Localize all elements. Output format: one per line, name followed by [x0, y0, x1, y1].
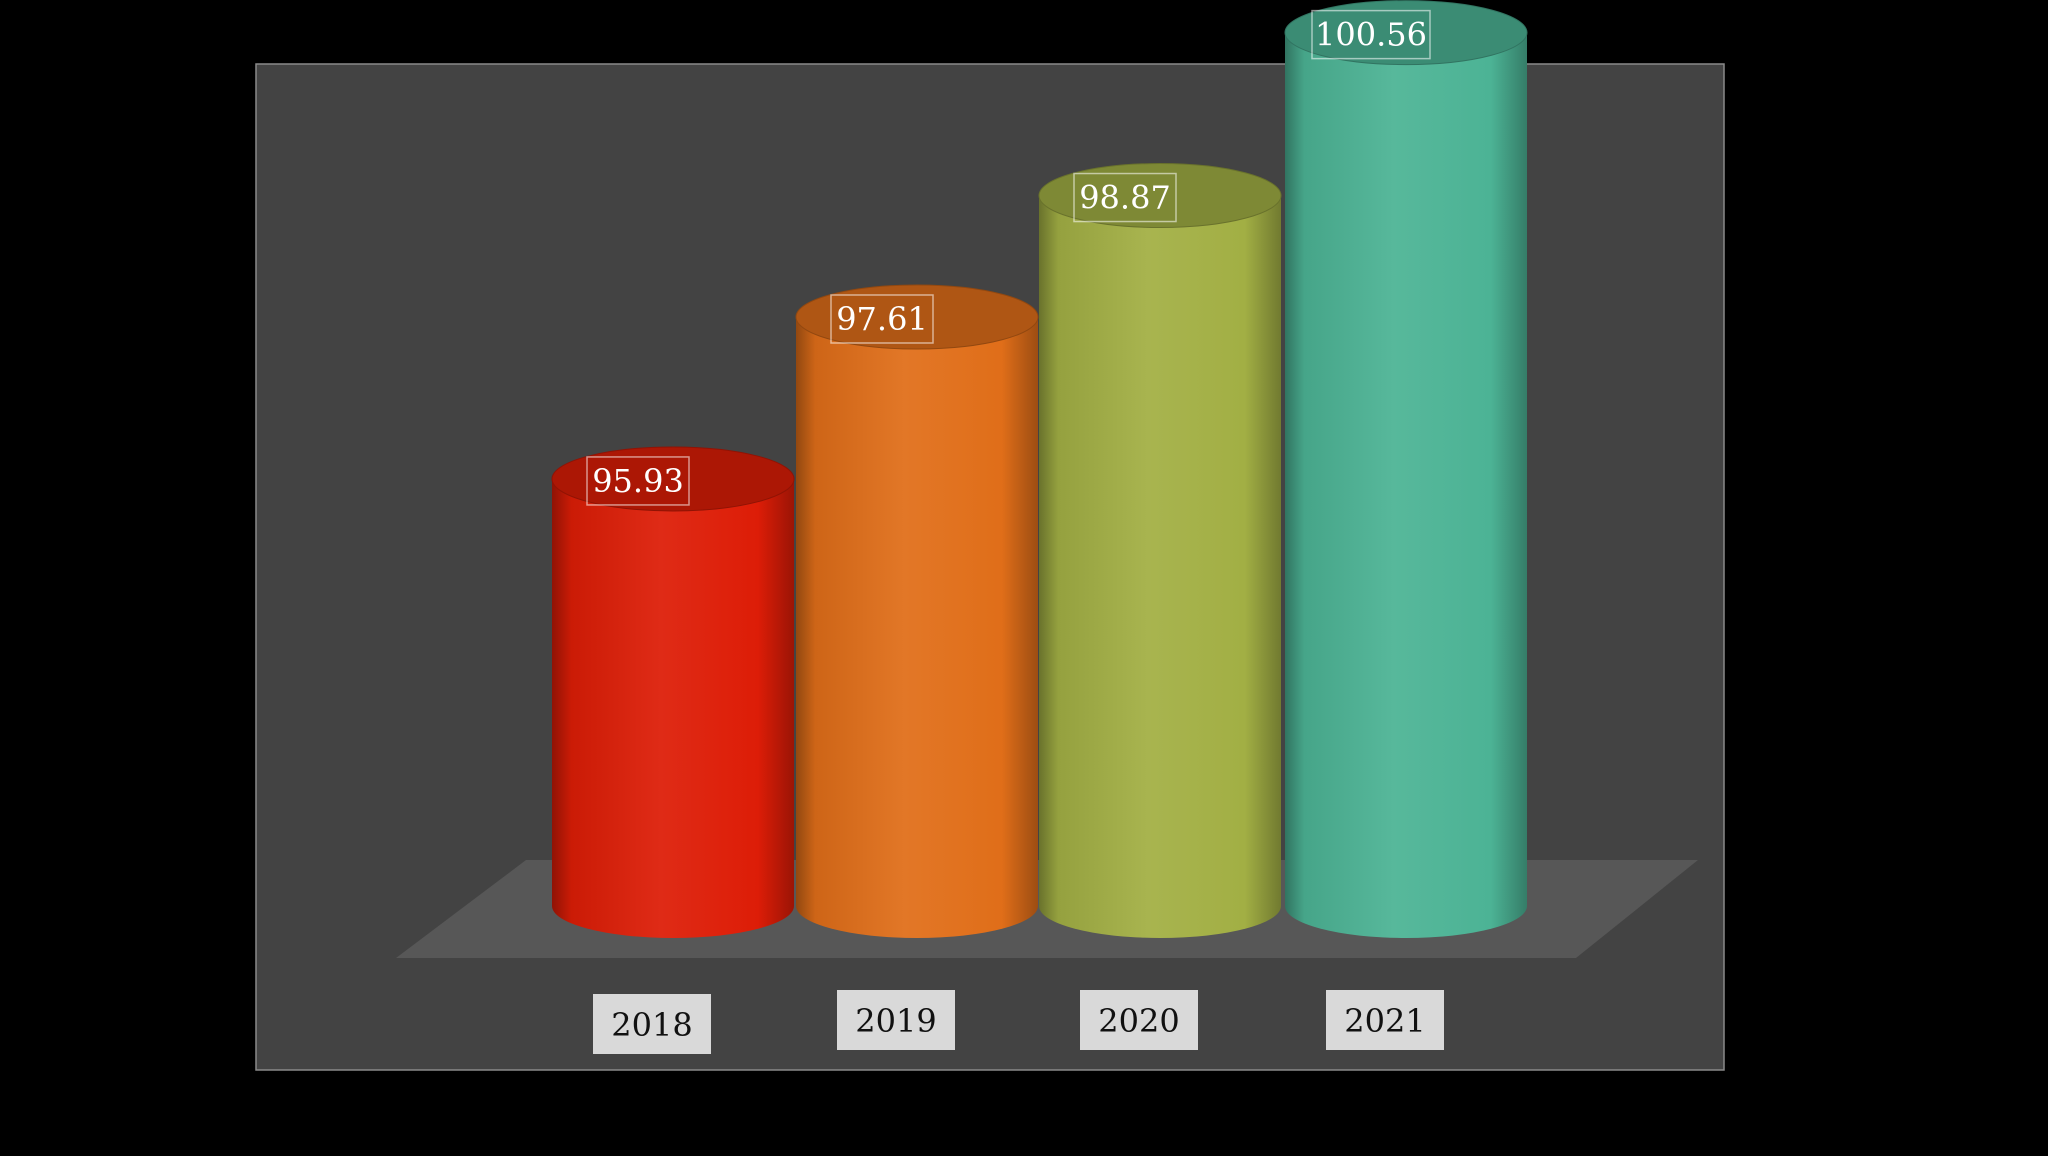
bar-2020: [1038, 163, 1282, 939]
value-label-box-2021: [1311, 9, 1431, 60]
value-label-2020: 98.87: [1079, 179, 1171, 217]
bar-body-2021: [1285, 32, 1527, 938]
category-label-box-2020: [1080, 990, 1198, 1050]
bar-top-2021: [1284, 0, 1528, 66]
category-label-2018: 2018: [611, 1006, 692, 1044]
bar-body-2019: [796, 316, 1038, 939]
bar-body-2020: [1039, 195, 1281, 939]
value-label-2019: 97.61: [836, 300, 928, 338]
bar-top-2020: [1038, 163, 1282, 229]
value-label-2021: 100.56: [1315, 16, 1427, 54]
bar-top-2018: [551, 446, 795, 512]
bar-2019: [795, 284, 1039, 939]
labels-group: 95.93 2018 97.61 2019 98.87 2020 100.56 2021: [586, 9, 1444, 1054]
category-label-box-2018: [593, 994, 711, 1054]
category-label-box-2019: [837, 990, 955, 1050]
value-label-2018: 95.93: [592, 462, 684, 500]
value-label-box-2018: [586, 456, 690, 506]
category-label-2020: 2020: [1098, 1002, 1179, 1040]
category-label-2019: 2019: [855, 1002, 936, 1040]
bars-group: [551, 0, 1528, 939]
value-label-box-2020: [1073, 172, 1177, 223]
value-label-box-2019: [830, 294, 934, 344]
bar-body-2018: [552, 478, 794, 938]
bar-top-2019: [795, 284, 1039, 350]
category-label-2021: 2021: [1344, 1002, 1425, 1040]
category-label-box-2021: [1326, 990, 1444, 1050]
bar-2018: [551, 446, 795, 938]
bar-2021: [1284, 0, 1528, 938]
